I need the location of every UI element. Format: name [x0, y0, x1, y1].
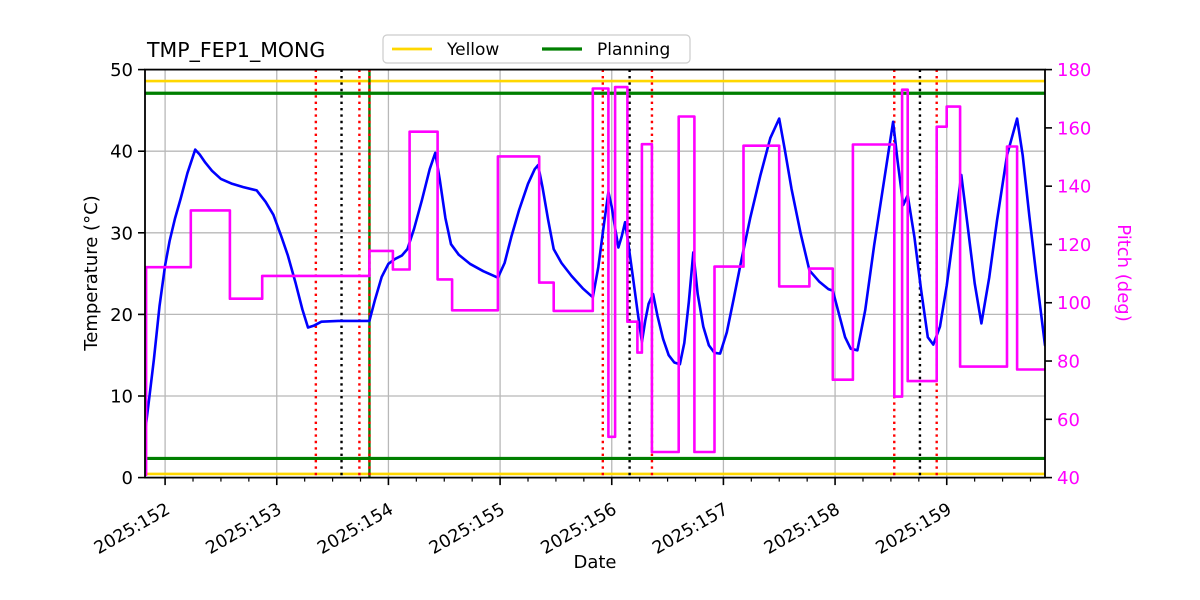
x-tick-label: 2025:155 [426, 500, 509, 559]
x-tick-label: 2025:157 [649, 500, 732, 559]
y-right-tick-label: 60 [1057, 410, 1080, 431]
y-axis-label-left: Temperature (°C) [81, 195, 102, 351]
x-tick-label: 2025:156 [538, 500, 621, 559]
y-left-tick-label: 30 [110, 223, 133, 244]
y-left-tick-label: 20 [110, 305, 133, 326]
axis-ticks: 2025:152 2025:153 2025:154 2025:155 2025:156… [91, 60, 1091, 559]
legend-box [382, 34, 691, 64]
legend-yellow-label: Yellow [446, 40, 499, 60]
x-tick-label: 2025:153 [203, 500, 286, 559]
plot-border [144, 68, 1046, 479]
y-right-tick-label: 120 [1057, 235, 1091, 256]
y-left-tick-label: 40 [110, 142, 133, 163]
limit-lines [145, 79, 1045, 476]
gridlines [145, 68, 1045, 479]
y-axis-label-right: Pitch (deg) [1113, 224, 1134, 322]
temperature-line [145, 117, 1045, 434]
legend-planning-label: Planning [597, 40, 670, 60]
x-tick-label: 2025:154 [314, 500, 397, 559]
series-lines [145, 85, 1045, 476]
y-right-tick-label: 140 [1057, 177, 1091, 198]
x-tick-label: 2025:152 [91, 500, 174, 559]
y-right-tick-label: 80 [1057, 352, 1080, 373]
y-right-tick-label: 180 [1057, 60, 1091, 81]
y-right-tick-label: 40 [1057, 468, 1080, 489]
y-right-tick-label: 100 [1057, 293, 1091, 314]
y-left-tick-label: 10 [110, 387, 133, 408]
y-right-tick-label: 160 [1057, 118, 1091, 139]
x-axis-label: Date [573, 552, 616, 573]
legend: Yellow Planning [382, 34, 691, 64]
plot-frame [144, 68, 1046, 479]
x-tick-label: 2025:158 [761, 500, 844, 559]
pitch-line [145, 85, 1045, 476]
chart-title: TMP_FEP1_MONG [146, 38, 325, 63]
y-left-tick-label: 0 [122, 468, 133, 489]
y-left-tick-label: 50 [110, 60, 133, 81]
x-tick-label: 2025:159 [873, 500, 956, 559]
